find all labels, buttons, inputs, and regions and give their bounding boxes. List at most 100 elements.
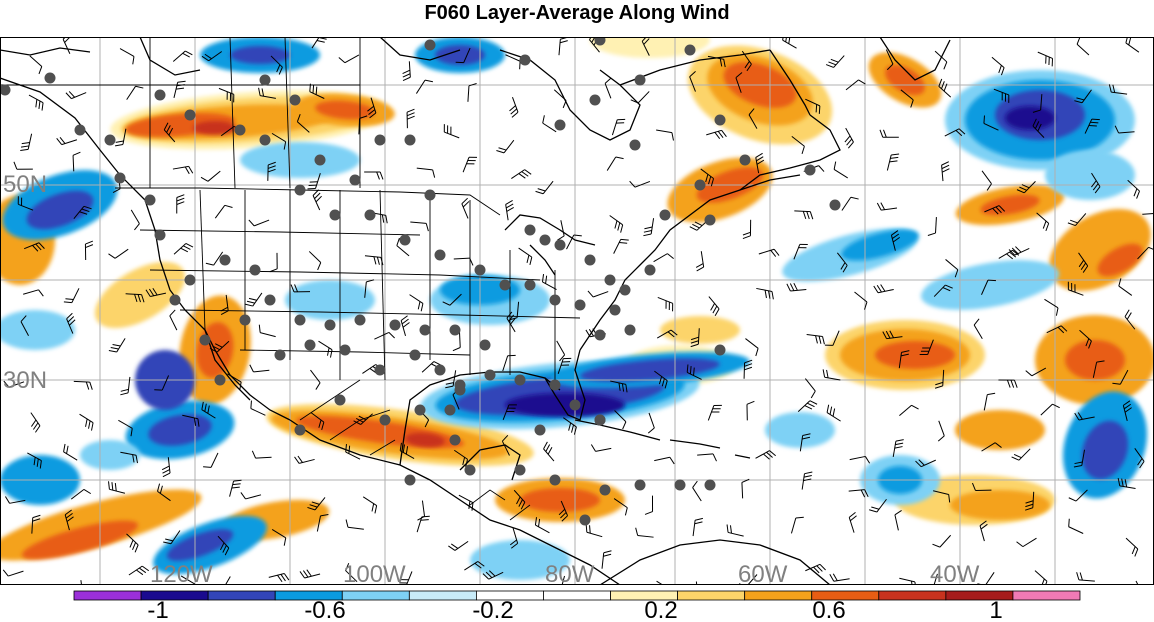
station-dot	[239, 314, 251, 326]
wind-barb	[108, 338, 126, 353]
wind-barb	[882, 330, 903, 340]
station-dot	[549, 294, 561, 306]
station-dot	[524, 279, 536, 291]
wind-barb	[65, 91, 87, 100]
station-dot	[314, 154, 326, 166]
wind-barb	[248, 219, 270, 227]
station-dot	[334, 394, 346, 406]
wind-barb	[294, 455, 315, 464]
wind-barb	[656, 580, 664, 585]
wind-barb	[1016, 181, 1036, 194]
wind-barb	[70, 488, 92, 500]
wind-barb	[735, 72, 743, 93]
wind-barb	[885, 49, 894, 71]
wind-barb	[609, 215, 624, 233]
wind-barb	[604, 77, 612, 99]
wind-barb	[399, 442, 415, 460]
station-dot	[389, 319, 401, 331]
wind-barb	[309, 83, 325, 99]
wind-barb	[312, 189, 322, 211]
wind-barb	[4, 496, 26, 504]
wind-barb	[915, 459, 936, 468]
station-dot	[434, 364, 446, 376]
wind-barb	[556, 340, 566, 362]
wind-barb	[482, 570, 504, 580]
wind-barb	[824, 330, 840, 346]
wind-barb	[176, 194, 185, 214]
wind-barb	[1036, 212, 1050, 232]
wind-barb	[458, 494, 474, 511]
wind-barb	[845, 79, 866, 91]
wind-barb	[844, 127, 854, 149]
station-dot	[539, 234, 551, 246]
station-dot	[629, 139, 641, 151]
contour-blob-red-orange	[1065, 340, 1125, 380]
wind-barb	[756, 287, 774, 300]
wind-barb	[461, 197, 470, 219]
wind-barb	[353, 413, 373, 425]
contour-blob-red-orange	[520, 488, 600, 512]
station-dot	[259, 134, 271, 146]
wind-barb	[1008, 246, 1030, 256]
station-dot	[499, 279, 511, 291]
wind-barb	[1084, 118, 1100, 134]
colorbar	[73, 590, 1081, 601]
station-dot	[44, 72, 56, 84]
wind-barb	[271, 528, 287, 546]
wind-barb	[613, 498, 628, 516]
wind-barb	[84, 240, 94, 261]
wind-barb	[269, 252, 278, 273]
station-dot	[569, 399, 581, 411]
wind-barb	[1125, 37, 1140, 53]
station-dot	[634, 479, 646, 491]
wind-barb	[63, 443, 78, 461]
wind-barb	[790, 516, 804, 534]
wind-barb	[20, 133, 33, 152]
wind-barb	[416, 515, 430, 533]
contour-blob-dark-blue	[1005, 106, 1055, 130]
wind-barb	[919, 339, 934, 356]
wind-barb	[755, 450, 776, 460]
station-dot	[424, 189, 436, 201]
wind-barb	[1073, 449, 1086, 468]
wind-barb	[561, 575, 566, 585]
wind-barb	[502, 354, 516, 372]
wind-barb	[307, 497, 326, 511]
wind-barb	[443, 124, 460, 139]
wind-barb	[746, 400, 755, 421]
colorbar-swatch	[878, 590, 947, 601]
wind-barb	[741, 478, 750, 499]
wind-barb	[707, 55, 726, 68]
wind-barb	[695, 251, 705, 272]
wind-barb	[836, 252, 848, 273]
station-dot	[659, 209, 671, 221]
wind-barb	[653, 253, 674, 263]
wind-barb	[804, 378, 816, 399]
wind-barb	[338, 54, 360, 64]
wind-barb	[364, 255, 384, 266]
wind-barb	[879, 129, 899, 138]
contour-blob-red	[405, 432, 445, 448]
station-dot	[219, 254, 231, 266]
wind-barb	[848, 512, 857, 533]
contour-blob-med-blue	[148, 414, 212, 446]
wind-barb	[1092, 360, 1105, 378]
wind-barb	[220, 294, 229, 315]
wind-barb	[799, 433, 811, 452]
wind-barb	[1137, 246, 1154, 260]
wind-barb	[1078, 252, 1089, 273]
lon-label-120w: 120W	[150, 561, 213, 588]
political-boundaries	[0, 37, 581, 521]
colorbar-label-pos06: 0.6	[812, 597, 845, 622]
wind-barb	[1016, 537, 1037, 548]
wind-barb	[984, 205, 1006, 215]
wind-barb	[933, 573, 938, 585]
station-dot	[399, 234, 411, 246]
wind-barb	[585, 524, 603, 538]
station-dot	[104, 134, 116, 146]
wind-barb	[613, 238, 629, 254]
wind-barb	[934, 50, 948, 70]
wind-barb	[400, 315, 410, 337]
wind-barb	[690, 328, 700, 348]
station-dot	[0, 84, 11, 96]
